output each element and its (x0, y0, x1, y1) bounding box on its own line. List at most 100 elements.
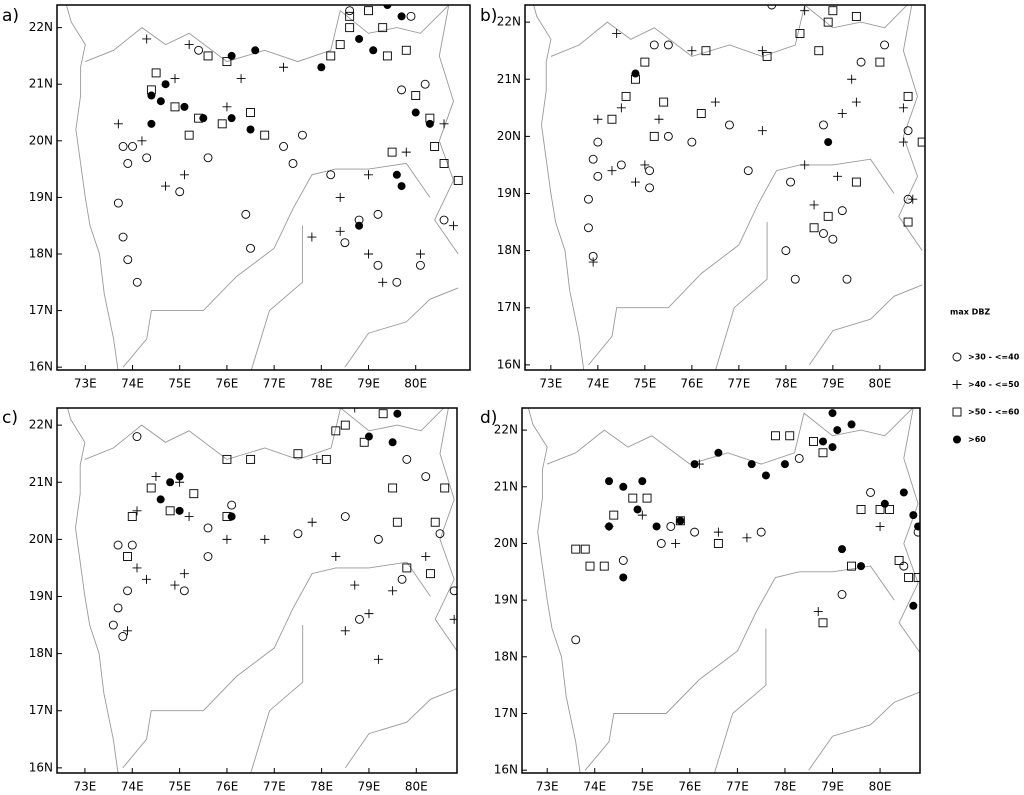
marker-cross (184, 512, 194, 522)
y-tick-label: 21N (497, 72, 521, 86)
marker-square (430, 142, 440, 151)
x-tick-label: 80E (869, 780, 892, 794)
marker-cross (307, 232, 317, 242)
marker-square (628, 493, 638, 503)
marker-circle (406, 11, 416, 21)
marker-circle (794, 453, 804, 463)
marker-filled (397, 182, 406, 191)
marker-cross (593, 114, 603, 124)
marker-square (814, 46, 824, 56)
marker-circle (246, 243, 255, 253)
marker-filled (425, 119, 434, 128)
marker-square (809, 436, 818, 446)
marker-circle (326, 170, 336, 180)
marker-cross (671, 538, 681, 548)
map-panel: 73E 74E 75E 76E 77E 78E 79E 80E 16N 17N 18N 19N 20N 2… (29, 4, 471, 391)
boundary-line (809, 284, 923, 366)
marker-cross (179, 569, 189, 579)
marker-filled (166, 478, 175, 487)
marker-square (847, 561, 856, 571)
marker-circle (227, 500, 237, 510)
marker-square (856, 505, 866, 514)
marker-cross (687, 46, 697, 56)
marker-filled (619, 482, 628, 491)
marker-cross (421, 552, 431, 562)
y-tick-label: 18N (497, 243, 521, 257)
marker-circle (118, 142, 128, 151)
marker-cross (415, 249, 425, 259)
x-tick-label: 76E (678, 780, 701, 794)
marker-circle (128, 142, 137, 151)
marker-cross (142, 34, 152, 44)
marker-filled (824, 138, 833, 147)
marker-square (649, 131, 659, 141)
marker-filled (161, 80, 170, 89)
marker-square (127, 512, 137, 521)
marker-square (387, 147, 397, 157)
marker-square (585, 561, 595, 571)
marker-square (851, 177, 861, 187)
marker-cross (132, 563, 142, 573)
marker-circle (790, 274, 800, 284)
x-tick-label: 76E (680, 377, 703, 391)
panel-label: b) (480, 6, 497, 26)
marker-filled (156, 495, 165, 504)
y-tick-label: 16N (494, 763, 518, 777)
x-tick-label: 77E (726, 780, 749, 794)
marker-filled (833, 426, 842, 435)
boundary-line (808, 691, 920, 771)
marker-cross (607, 166, 617, 176)
marker-square (392, 517, 402, 527)
x-tick-label: 73E (539, 377, 562, 391)
marker-square (828, 6, 838, 16)
map-panel: 73E 74E 75E 76E 77E 78E 79E 80E 16N 17N 18N 19N 20N 2… (29, 407, 458, 794)
y-tick-label: 19N (497, 186, 521, 200)
marker-cross (833, 171, 843, 181)
marker-square (123, 552, 132, 561)
marker-cross (184, 40, 194, 50)
boundary-line (250, 225, 303, 370)
marker-cross (350, 580, 360, 590)
boundary-line (344, 287, 459, 368)
marker-circle (203, 552, 213, 561)
marker-cross (637, 510, 647, 520)
marker-filled (199, 114, 208, 123)
marker-circle (142, 153, 152, 163)
x-tick-label: 75E (631, 780, 654, 794)
marker-circle (767, 5, 777, 10)
marker-filled (355, 221, 364, 230)
marker-square (851, 11, 861, 21)
boundary-line (85, 5, 450, 63)
y-tick-label: 18N (494, 649, 518, 663)
map-area (65, 5, 463, 370)
marker-circle (373, 260, 383, 270)
marker-circle (690, 527, 700, 537)
marker-cross (179, 170, 189, 180)
marker-filled (818, 437, 827, 446)
map-area (527, 408, 920, 773)
y-tick-label: 19N (494, 593, 518, 607)
marker-circle (588, 154, 598, 164)
marker-cross (170, 74, 180, 84)
marker-square (382, 51, 392, 61)
marker-circle (293, 529, 303, 539)
marker-square (621, 91, 631, 101)
marker-square (364, 6, 373, 16)
marker-cross (654, 114, 664, 124)
marker-square (246, 108, 255, 117)
marker-circle (132, 432, 142, 442)
marker-circle (113, 198, 123, 208)
marker-filled (411, 108, 420, 117)
x-tick-label: 79E (358, 780, 381, 794)
marker-square (184, 130, 194, 140)
marker-cross (236, 74, 246, 84)
marker-square (402, 563, 412, 573)
marker-filled (857, 562, 866, 571)
legend-marker (952, 352, 962, 362)
x-tick-label: 79E (821, 377, 844, 391)
marker-circle (842, 274, 852, 284)
x-tick-label: 74E (583, 780, 606, 794)
marker-circle (828, 234, 838, 244)
boundary-line (584, 565, 895, 771)
marker-circle (435, 529, 445, 539)
